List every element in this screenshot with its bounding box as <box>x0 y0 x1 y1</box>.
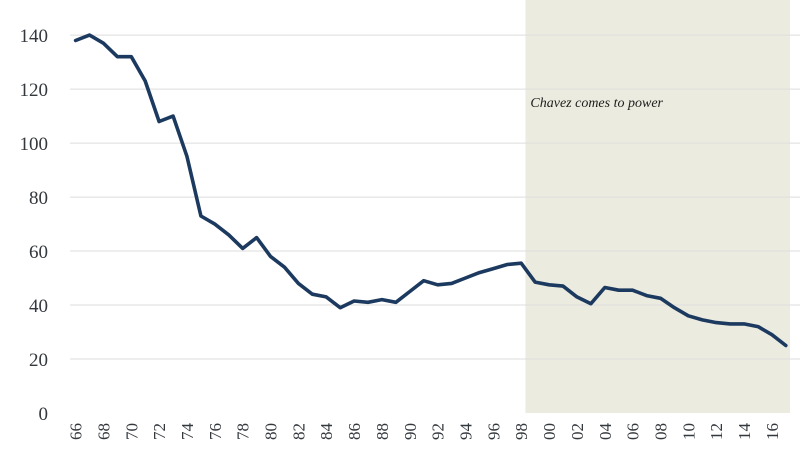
x-tick-label: 78 <box>234 423 253 440</box>
x-tick-label: 66 <box>67 423 86 440</box>
x-tick-label: 08 <box>651 423 670 440</box>
x-tick-label: 98 <box>512 423 531 440</box>
x-tick-label: 92 <box>429 423 448 440</box>
shaded-region <box>525 0 790 413</box>
x-tick-label: 80 <box>262 423 281 440</box>
y-tick-label: 80 <box>29 188 48 209</box>
x-tick-label: 90 <box>401 423 420 440</box>
x-tick-label: 76 <box>206 423 225 440</box>
x-tick-label: 16 <box>763 423 782 440</box>
x-tick-label: 06 <box>624 423 643 440</box>
y-tick-label: 120 <box>20 80 49 101</box>
y-tick-label: 60 <box>29 242 48 263</box>
series-line <box>73 33 788 348</box>
x-tick-label: 96 <box>484 423 503 440</box>
x-tick-label: 94 <box>457 423 476 441</box>
x-tick-label: 74 <box>178 423 197 441</box>
x-tick-label: 70 <box>122 423 141 440</box>
y-axis-ticks: 0 20 40 60 80 100 120 140 <box>20 26 49 425</box>
x-axis-ticks: 66 68 70 72 74 76 78 80 82 84 86 88 90 92 94 96 98 00 02 04… <box>67 423 782 441</box>
x-tick-label: 82 <box>289 423 308 440</box>
x-tick-label: 68 <box>94 423 113 440</box>
y-tick-label: 40 <box>29 296 48 317</box>
x-tick-label: 84 <box>317 423 336 441</box>
x-tick-label: 86 <box>345 423 364 440</box>
y-tick-label: 140 <box>20 26 49 47</box>
x-tick-label: 88 <box>373 423 392 440</box>
gridlines <box>70 34 800 360</box>
x-tick-label: 02 <box>568 423 587 440</box>
x-tick-label: 04 <box>596 423 615 441</box>
x-tick-label: 12 <box>707 423 726 440</box>
y-tick-label: 100 <box>20 134 49 155</box>
y-tick-label: 20 <box>29 350 48 371</box>
x-tick-label: 10 <box>679 423 698 440</box>
x-tick-label: 14 <box>735 423 754 441</box>
x-tick-label: 00 <box>540 423 559 440</box>
shaded-region-annotation: Chavez comes to power <box>530 96 663 111</box>
y-tick-label: 0 <box>39 404 49 425</box>
x-tick-label: 72 <box>150 423 169 440</box>
